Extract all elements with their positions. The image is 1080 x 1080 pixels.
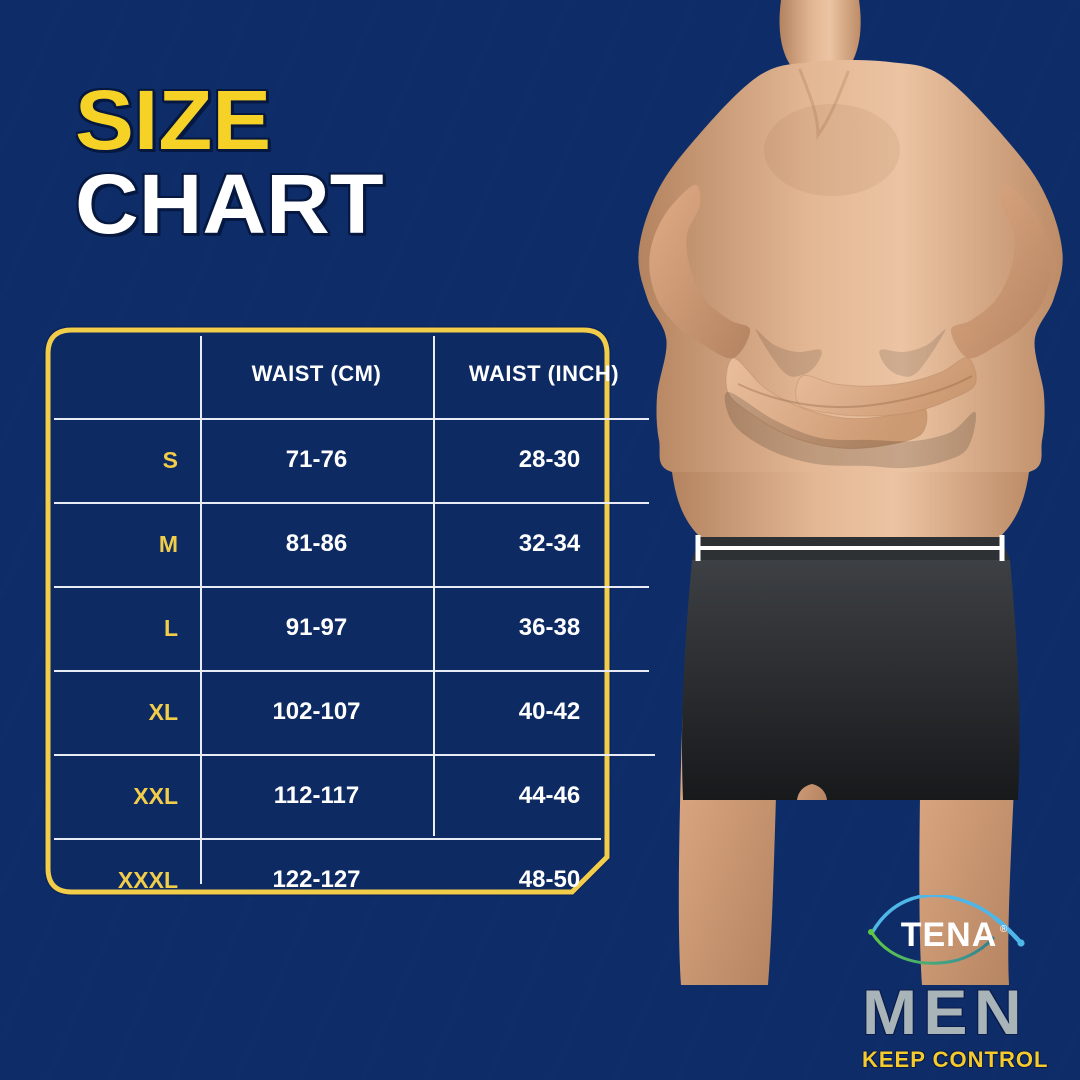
svg-text:TENA: TENA (901, 916, 998, 954)
svg-text:®: ® (1000, 924, 1008, 935)
